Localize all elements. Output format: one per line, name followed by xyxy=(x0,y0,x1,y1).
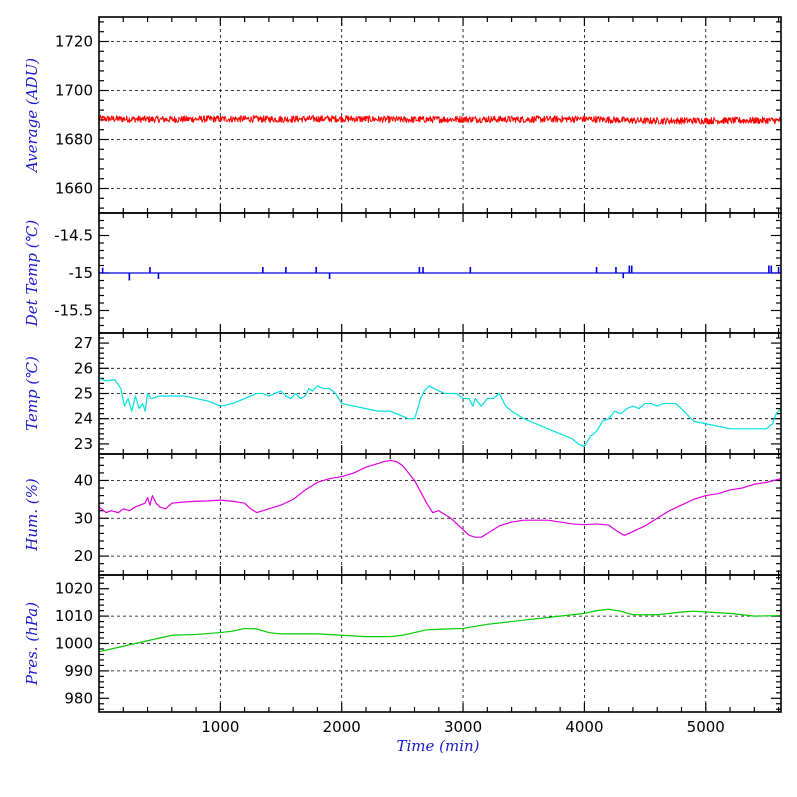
y-axis-title: Hum. (%) xyxy=(23,478,41,552)
series-line xyxy=(99,114,781,125)
y-tick-label: 1680 xyxy=(55,131,93,149)
y-tick-label: 20 xyxy=(74,547,93,565)
panel-2: -15.5 -15 -14.5 Det Temp (℃) xyxy=(23,212,782,334)
y-tick-label: 980 xyxy=(64,689,93,707)
series-line xyxy=(99,377,781,448)
series-group xyxy=(99,114,781,125)
panel-3: 23 24 25 26 27 Temp (℃) xyxy=(23,332,782,455)
y-tick-label: 27 xyxy=(74,334,93,352)
y-tick-label: 1020 xyxy=(55,580,93,598)
y-tick-label: 23 xyxy=(74,435,93,453)
y-axis-title: Pres. (hPa) xyxy=(23,602,41,686)
x-tick-label: 1000 xyxy=(201,718,239,736)
x-tick-label: 4000 xyxy=(565,718,603,736)
series-group xyxy=(99,265,781,281)
series-line xyxy=(99,608,781,653)
panel-frame xyxy=(98,574,782,713)
series-group xyxy=(99,377,781,448)
x-axis-title: Time (min) xyxy=(396,737,479,755)
y-axis-title: Det Temp (℃) xyxy=(23,220,41,328)
y-axis-title: Temp (℃) xyxy=(23,356,41,431)
panel-4: 20 30 40 Hum. (%) xyxy=(23,453,782,576)
y-tick-label: -15 xyxy=(69,264,94,282)
y-tick-label: 1660 xyxy=(55,180,93,198)
y-tick-label: 1000 xyxy=(55,635,93,653)
x-tick-label: 3000 xyxy=(444,718,482,736)
series-group xyxy=(99,459,781,538)
panel-1: 1660 1680 1700 1720 Average (ADU) xyxy=(23,16,782,214)
y-axis-title: Average (ADU) xyxy=(23,58,41,174)
x-tick-labels: 1000 2000 3000 4000 5000 xyxy=(201,718,725,736)
chart-panels: 1660 1680 1700 1720 Average (ADU) -15.5 -15 -14… xyxy=(23,16,782,713)
y-tick-label: 30 xyxy=(74,509,93,527)
panel-frame xyxy=(98,16,782,214)
panel-5: 980 990 1000 1010 1020 Pres. (hPa) xyxy=(23,574,782,713)
y-tick-label: 1700 xyxy=(55,82,93,100)
y-tick-label: 25 xyxy=(74,385,93,403)
y-tick-label: 1010 xyxy=(55,607,93,625)
y-tick-label: 990 xyxy=(64,662,93,680)
y-tick-label: -14.5 xyxy=(54,227,93,245)
y-tick-label: 1720 xyxy=(55,33,93,51)
y-tick-label: -15.5 xyxy=(54,302,93,320)
series-group xyxy=(99,608,781,653)
x-tick-label: 2000 xyxy=(323,718,361,736)
y-tick-label: 24 xyxy=(74,410,93,428)
x-tick-label: 5000 xyxy=(687,718,725,736)
y-tick-label: 26 xyxy=(74,359,93,377)
series-line xyxy=(99,459,781,538)
y-tick-label: 40 xyxy=(74,471,93,489)
panel-frame xyxy=(98,453,782,576)
